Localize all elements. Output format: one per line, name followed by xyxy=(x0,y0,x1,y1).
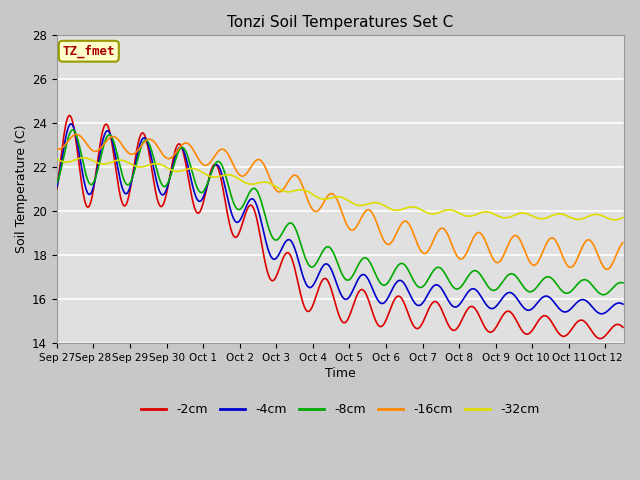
Y-axis label: Soil Temperature (C): Soil Temperature (C) xyxy=(15,125,28,253)
Title: Tonzi Soil Temperatures Set C: Tonzi Soil Temperatures Set C xyxy=(227,15,453,30)
X-axis label: Time: Time xyxy=(325,367,356,380)
Text: TZ_fmet: TZ_fmet xyxy=(63,45,115,58)
Legend: -2cm, -4cm, -8cm, -16cm, -32cm: -2cm, -4cm, -8cm, -16cm, -32cm xyxy=(136,398,545,421)
